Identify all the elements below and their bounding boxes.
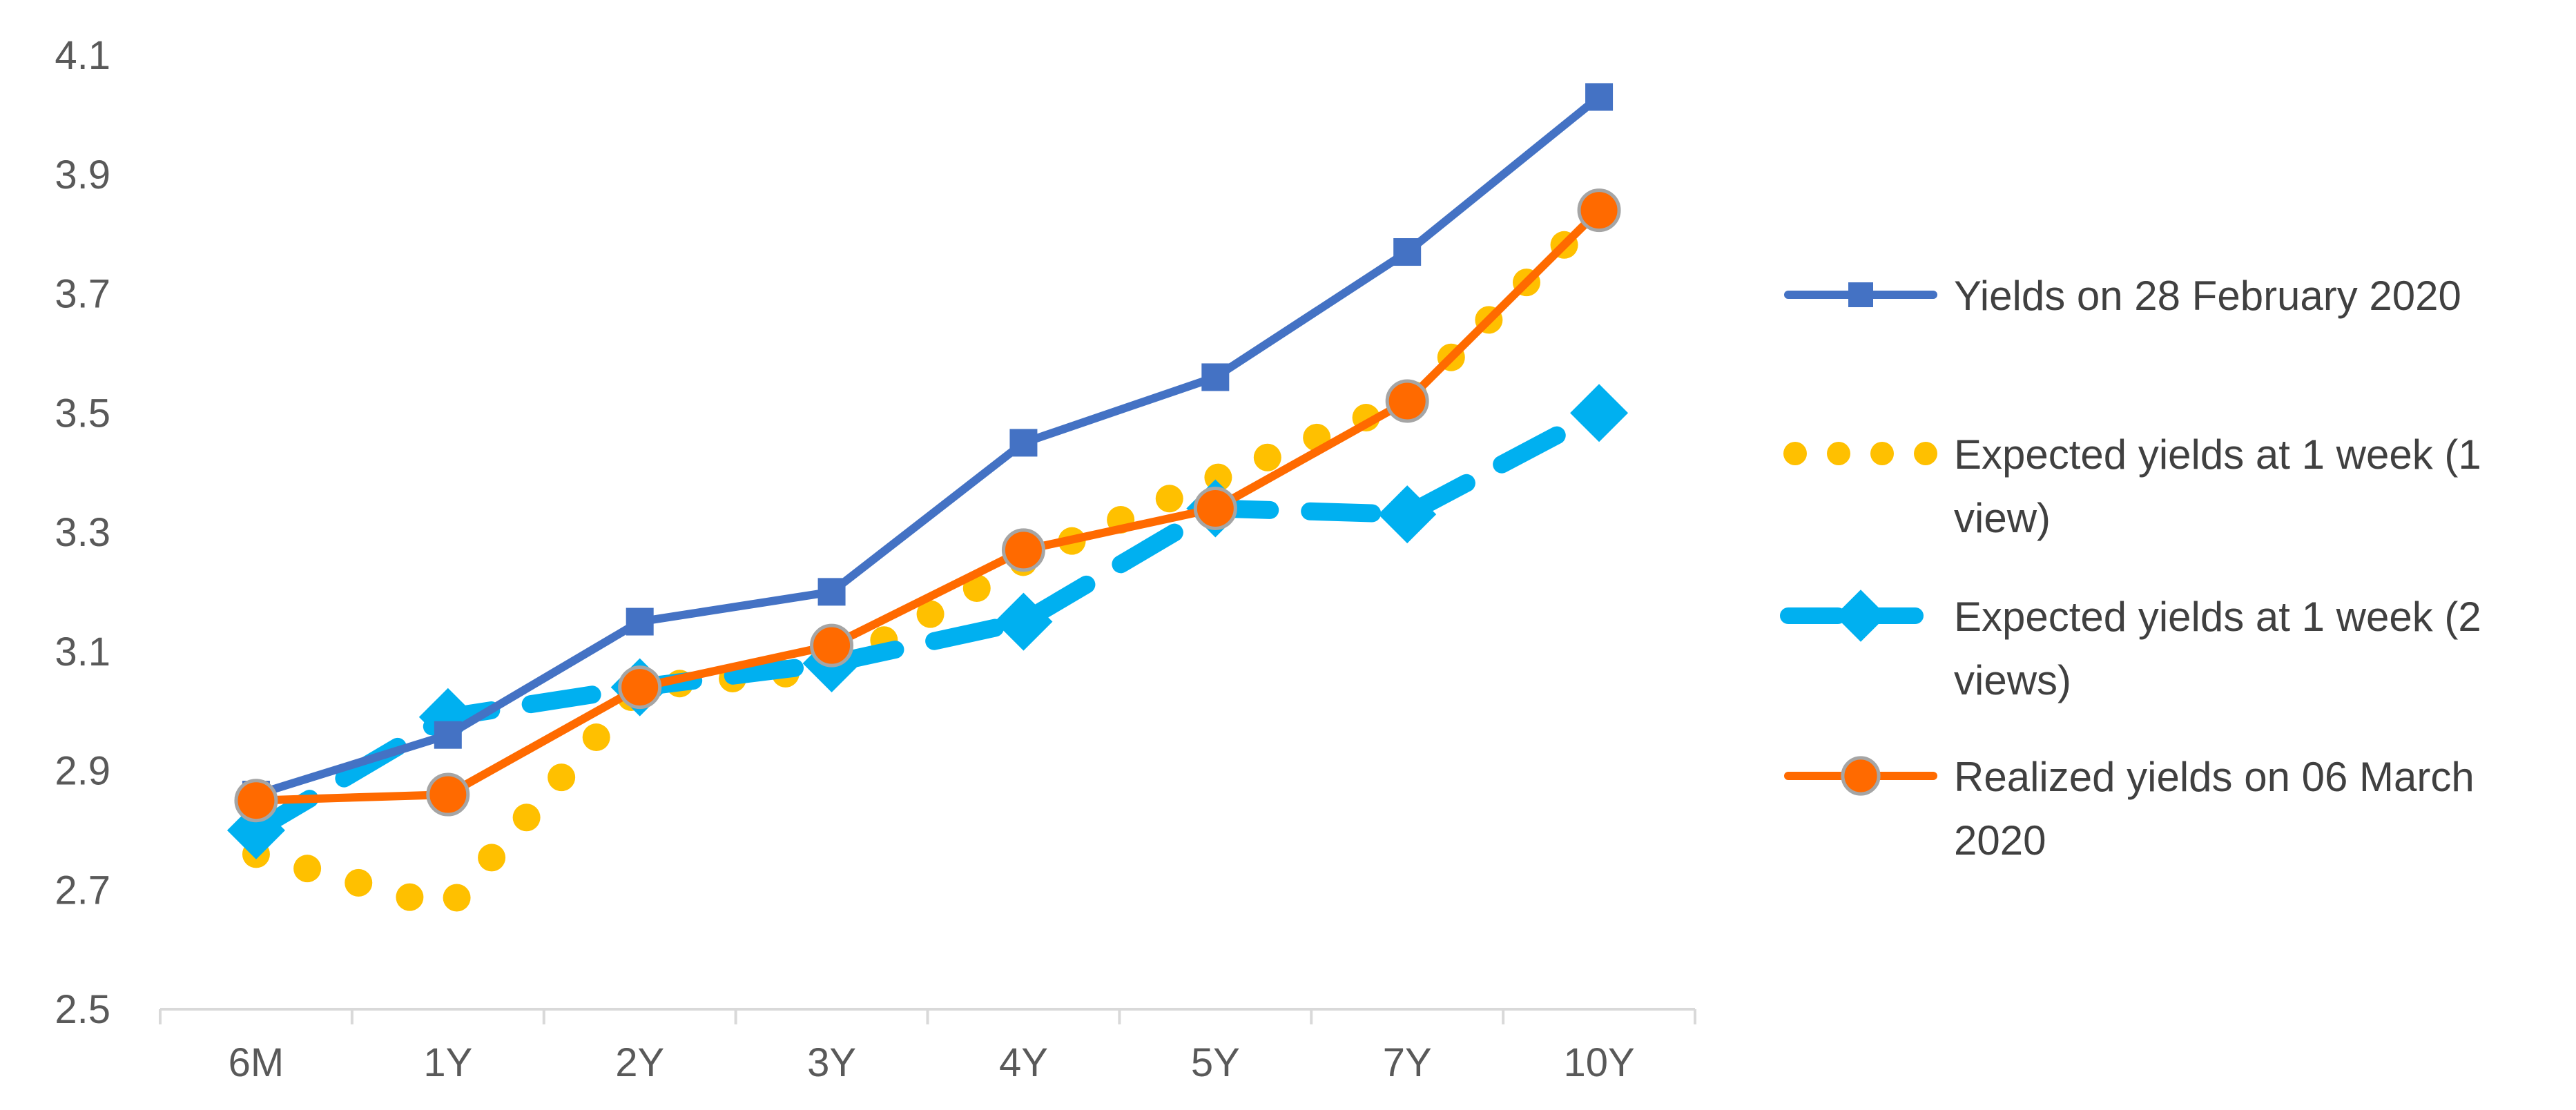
data-point [426, 772, 470, 817]
data-point [810, 623, 854, 668]
x-tick-label: 2Y [615, 1040, 664, 1085]
legend-entry-1: Yields on 28 February 2020 [1784, 273, 2461, 319]
data-point [1385, 379, 1429, 423]
legend-label-line: Realized yields on 06 March [1954, 754, 2475, 800]
data-point [1570, 384, 1629, 442]
y-tick-label: 3.1 [55, 630, 110, 674]
data-point [1001, 528, 1045, 572]
x-tick-label: 6M [229, 1040, 284, 1085]
data-point [434, 721, 462, 749]
legend-label: Realized yields on 06 March 2020 [1954, 754, 2475, 864]
series-line [251, 92, 1604, 799]
legend-label-line: 2020 [1954, 817, 2046, 864]
data-point [1848, 282, 1873, 307]
y-tick-label: 3.5 [55, 391, 110, 436]
legend-label: Expected yields at 1 week (1 view) [1954, 431, 2481, 541]
y-tick-label: 3.9 [55, 153, 110, 197]
data-point [817, 578, 846, 606]
legend-label: Expected yields at 1 week (2 views) [1954, 594, 2481, 703]
data-point [1841, 756, 1881, 796]
data-point [626, 607, 654, 636]
data-point [1193, 486, 1237, 530]
x-tick-label: 10Y [1563, 1040, 1634, 1085]
data-point [994, 592, 1053, 651]
data-point [1577, 188, 1621, 233]
x-tick-label: 3Y [807, 1040, 856, 1085]
legend-entry-3: Expected yields at 1 week (2 views) [1780, 590, 2481, 703]
y-tick-label: 4.1 [55, 33, 110, 78]
legend-entry-4: Realized yields on 06 March 2020 [1784, 754, 2475, 864]
y-tick-label: 2.9 [55, 749, 110, 794]
series-2 [242, 196, 1614, 922]
y-tick-label: 3.7 [55, 272, 110, 317]
data-point [1393, 238, 1422, 266]
series-4 [234, 188, 1621, 823]
legend-label-line: Expected yields at 1 week (2 [1954, 594, 2481, 640]
legend: Yields on 28 February 2020 Expected yield… [1780, 273, 2481, 864]
chart-axes: 6M 1Y 2Y 3Y 4Y 5Y 7Y 10Y 2.5 2.7 2.9 3.1 3.3 3.5 3.7 3.… [55, 33, 1696, 1085]
series-line [251, 206, 1604, 805]
y-tick-label: 2.5 [55, 987, 110, 1032]
series-line [242, 196, 1614, 922]
legend-label-line: view) [1954, 495, 2051, 541]
legend-swatch [1914, 442, 1937, 465]
legend-entry-2: Expected yields at 1 week (1 view) [1783, 431, 2481, 541]
legend-swatch [1827, 442, 1850, 465]
x-tick-label: 5Y [1191, 1040, 1240, 1085]
data-point [1585, 83, 1614, 111]
legend-label-line: views) [1954, 657, 2071, 703]
plot-area [226, 83, 1629, 922]
y-tick-label: 3.3 [55, 510, 110, 555]
x-tick-label: 1Y [423, 1040, 472, 1085]
x-tick-label: 4Y [999, 1040, 1048, 1085]
y-tick-label: 2.7 [55, 868, 110, 913]
data-point [234, 779, 278, 823]
legend-swatch [1783, 442, 1807, 465]
data-point [1009, 429, 1038, 457]
data-point [1201, 363, 1230, 391]
x-tick-label: 7Y [1383, 1040, 1432, 1085]
data-point [618, 665, 662, 710]
series-1 [242, 83, 1614, 809]
data-point [1378, 485, 1437, 544]
legend-label-line: Yields on 28 February 2020 [1954, 273, 2461, 319]
data-point [418, 688, 477, 746]
legend-swatch [1870, 442, 1894, 465]
data-point [1834, 590, 1887, 642]
legend-label: Yields on 28 February 2020 [1954, 273, 2461, 319]
legend-label-line: Expected yields at 1 week (1 [1954, 431, 2481, 478]
